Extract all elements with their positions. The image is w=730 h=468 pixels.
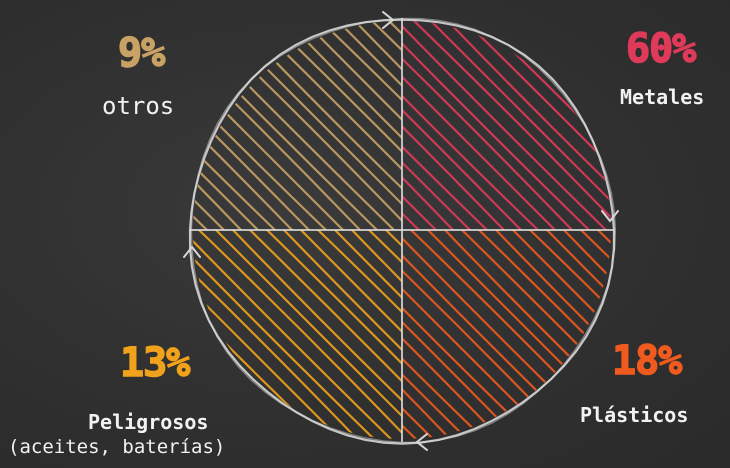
hatch-line bbox=[683, 230, 730, 442]
hatch-line bbox=[402, 230, 506, 439]
hatch-line bbox=[193, 230, 379, 439]
hatch-line bbox=[299, 21, 402, 230]
slice-label-metales: Metales bbox=[620, 85, 705, 109]
hatch-line bbox=[214, 230, 402, 439]
hatch-line bbox=[717, 18, 730, 230]
hatch-line bbox=[193, 21, 379, 230]
hatch-line bbox=[193, 21, 260, 230]
hatch-line bbox=[333, 21, 402, 230]
hatch-line bbox=[460, 21, 611, 230]
hatch-line bbox=[350, 230, 402, 439]
hatch-line bbox=[402, 230, 591, 439]
hatch-line bbox=[402, 230, 608, 439]
hatch-line bbox=[402, 21, 404, 230]
hatch-line bbox=[197, 230, 402, 439]
slice-label-peligrosos: Peligrosos bbox=[88, 410, 209, 434]
arrow-top-icon bbox=[382, 11, 395, 29]
hatch-line bbox=[316, 21, 402, 230]
hatch-line bbox=[402, 230, 489, 439]
arrow-left-icon bbox=[183, 245, 201, 258]
hatch-line bbox=[316, 230, 402, 439]
hatch-line bbox=[402, 21, 591, 230]
hatch-line bbox=[426, 230, 611, 439]
hatch-line bbox=[402, 21, 574, 230]
hatch-line bbox=[350, 21, 402, 230]
slice-sublabel-peligrosos: (aceites, baterías) bbox=[8, 436, 226, 458]
hatch-line bbox=[562, 230, 611, 439]
hatch-line bbox=[717, 230, 730, 442]
slice-pct-otros: 9% bbox=[117, 29, 166, 77]
hatch-line bbox=[367, 21, 402, 230]
hatch-line bbox=[426, 21, 611, 230]
hatch-line bbox=[193, 21, 345, 230]
hatch-line bbox=[545, 230, 611, 439]
hatch-line bbox=[282, 21, 402, 230]
hatch-line bbox=[402, 230, 472, 439]
slice-pct-peligrosos: 13% bbox=[119, 339, 191, 387]
hatch-line bbox=[402, 21, 455, 230]
hatch-line bbox=[197, 21, 402, 230]
hatch-line bbox=[402, 230, 574, 439]
slice-label-otros: otros bbox=[102, 92, 175, 120]
hatch-line bbox=[402, 21, 523, 230]
hatch-line bbox=[384, 230, 402, 439]
hatch-line bbox=[700, 18, 730, 230]
hatch-line bbox=[402, 230, 438, 439]
hatch-line bbox=[265, 21, 402, 230]
hatch-line bbox=[402, 21, 438, 230]
slice-label-plasticos: Plásticos bbox=[580, 403, 689, 427]
hatch-line bbox=[367, 230, 402, 439]
hatch-line bbox=[231, 21, 402, 230]
hatch-line bbox=[402, 21, 472, 230]
hatch-line bbox=[528, 230, 611, 439]
hatch-line bbox=[420, 18, 632, 230]
hatch-line bbox=[282, 230, 402, 439]
hatch-line bbox=[333, 230, 402, 439]
hatch-line bbox=[402, 21, 608, 230]
hatch-line bbox=[402, 230, 523, 439]
arrow-bottom-icon bbox=[415, 433, 428, 451]
hatch-line bbox=[193, 230, 345, 439]
slice-pct-plasticos: 18% bbox=[611, 337, 683, 385]
hatch-line bbox=[248, 230, 402, 439]
hatch-line bbox=[193, 21, 209, 230]
hatch-line bbox=[700, 230, 730, 442]
hatch-line bbox=[511, 230, 611, 439]
hatch-line bbox=[402, 21, 540, 230]
arrow-right-icon bbox=[601, 210, 619, 223]
hatch-line bbox=[402, 21, 506, 230]
slice-pct-metales: 60% bbox=[625, 25, 697, 73]
hatch-line bbox=[193, 230, 362, 439]
hatch-line bbox=[299, 230, 402, 439]
hatch-line bbox=[443, 230, 611, 439]
hatch-line bbox=[579, 230, 611, 439]
hatch-line bbox=[214, 21, 402, 230]
hatch-line bbox=[402, 21, 489, 230]
hatch-line bbox=[384, 21, 402, 230]
hatch-line bbox=[193, 21, 243, 230]
hatch-line bbox=[231, 230, 402, 439]
hatch-line bbox=[402, 230, 455, 439]
hatch-line bbox=[409, 21, 611, 230]
hatch-line bbox=[193, 21, 362, 230]
hatch-line bbox=[460, 230, 611, 439]
hatch-line bbox=[443, 21, 611, 230]
hatch-line bbox=[193, 21, 294, 230]
hatch-line bbox=[193, 230, 396, 439]
hatch-line bbox=[193, 21, 226, 230]
hatch-line bbox=[402, 230, 404, 439]
pie-slice-otros bbox=[193, 18, 632, 230]
hatch-line bbox=[402, 21, 557, 230]
hatch-line bbox=[193, 21, 277, 230]
hatch-line bbox=[265, 230, 402, 439]
